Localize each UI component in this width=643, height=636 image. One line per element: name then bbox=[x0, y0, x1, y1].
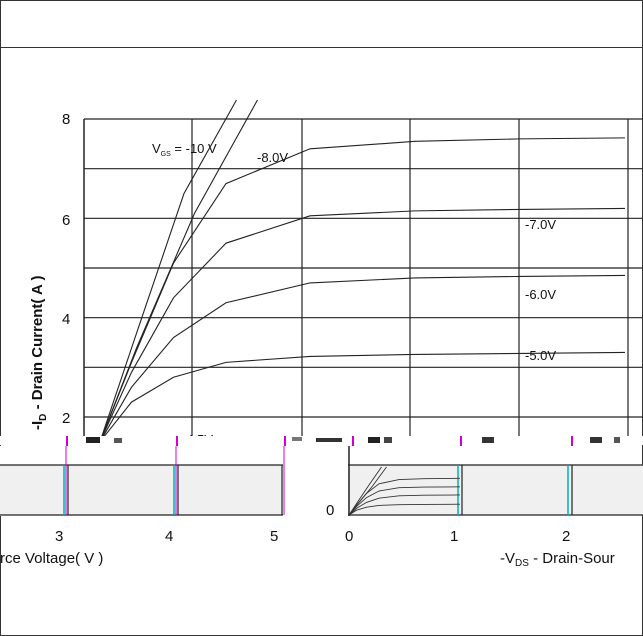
lower-right-series-line bbox=[348, 466, 382, 516]
upper-plot-grid bbox=[83, 118, 643, 436]
lower-left-x-axis-label: rce Voltage( V ) bbox=[0, 550, 103, 567]
upper-series-line bbox=[99, 351, 626, 443]
glitch-band bbox=[0, 436, 643, 446]
upper-plot-curves bbox=[99, 99, 626, 443]
y-tick-label-2: 2 bbox=[62, 410, 70, 427]
y-tick-label-6: 6 bbox=[62, 212, 70, 229]
header-divider bbox=[0, 47, 643, 48]
y-tick-label-8: 8 bbox=[62, 111, 70, 128]
y-axis-label: -ID - Drain Current( A ) bbox=[29, 276, 49, 430]
series-label-7v: -7.0V bbox=[525, 217, 556, 232]
series-label-5v: -5.0V bbox=[525, 348, 556, 363]
lower-right-y-zero: 0 bbox=[326, 502, 334, 519]
upper-series-line bbox=[99, 207, 626, 443]
lower-right-series-line bbox=[348, 486, 461, 516]
upper-series-line bbox=[99, 274, 626, 443]
lower-right-series-line bbox=[348, 494, 461, 516]
y-tick-label-4: 4 bbox=[62, 311, 70, 328]
lower-right-x-axis-label: -VDS - Drain-Sour bbox=[500, 550, 615, 569]
lower-right-series-line bbox=[348, 503, 461, 516]
lower-left-panel bbox=[0, 446, 285, 516]
lower-left-x-tick-4: 4 bbox=[165, 528, 173, 545]
lower-right-series-line bbox=[348, 477, 461, 516]
vgs-label: VGS = -10 V bbox=[152, 141, 217, 158]
upper-series-line bbox=[99, 137, 626, 443]
lower-right-curves bbox=[348, 466, 461, 516]
lower-left-x-tick-5: 5 bbox=[270, 528, 278, 545]
series-label-6v: -6.0V bbox=[525, 287, 556, 302]
lower-left-x-tick-3: 3 bbox=[55, 528, 63, 545]
series-label-8v: -8.0V bbox=[257, 150, 288, 165]
lower-right-panel bbox=[348, 446, 643, 516]
upper-series-line bbox=[99, 99, 237, 443]
lower-right-x-tick-0: 0 bbox=[345, 528, 353, 545]
lower-right-x-tick-1: 1 bbox=[450, 528, 458, 545]
lower-right-x-tick-2: 2 bbox=[562, 528, 570, 545]
